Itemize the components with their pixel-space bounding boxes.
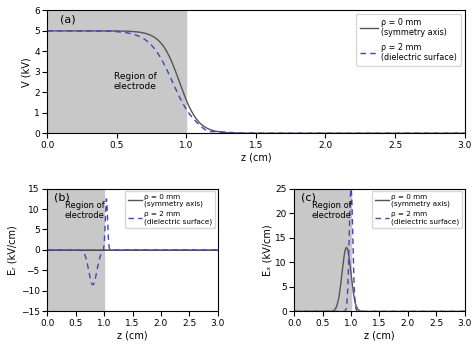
Text: Region of
electrode: Region of electrode	[114, 72, 156, 91]
Text: (c): (c)	[301, 192, 316, 202]
X-axis label: z (cm): z (cm)	[241, 153, 271, 163]
Bar	[47, 10, 186, 133]
Y-axis label: Eₓ (kV/cm): Eₓ (kV/cm)	[262, 224, 273, 276]
Y-axis label: Eᵣ (kV/cm): Eᵣ (kV/cm)	[8, 225, 18, 275]
Legend: ρ = 0 mm
(symmetry axis), ρ = 2 mm
(dielectric surface): ρ = 0 mm (symmetry axis), ρ = 2 mm (diel…	[372, 191, 462, 228]
Text: (a): (a)	[60, 14, 75, 24]
Legend: ρ = 0 mm
(symmetry axis), ρ = 2 mm
(dielectric surface): ρ = 0 mm (symmetry axis), ρ = 2 mm (diel…	[125, 191, 216, 228]
Text: (b): (b)	[54, 192, 70, 202]
Legend: ρ = 0 mm
(symmetry axis), ρ = 2 mm
(dielectric surface): ρ = 0 mm (symmetry axis), ρ = 2 mm (diel…	[356, 13, 461, 66]
X-axis label: z (cm): z (cm)	[364, 331, 395, 341]
Text: Region of
electrode: Region of electrode	[312, 201, 352, 220]
Y-axis label: V (kV): V (kV)	[21, 57, 31, 86]
Text: Region of
electrode: Region of electrode	[65, 201, 105, 220]
X-axis label: z (cm): z (cm)	[117, 331, 148, 341]
Bar	[47, 189, 104, 311]
Bar	[294, 189, 351, 311]
